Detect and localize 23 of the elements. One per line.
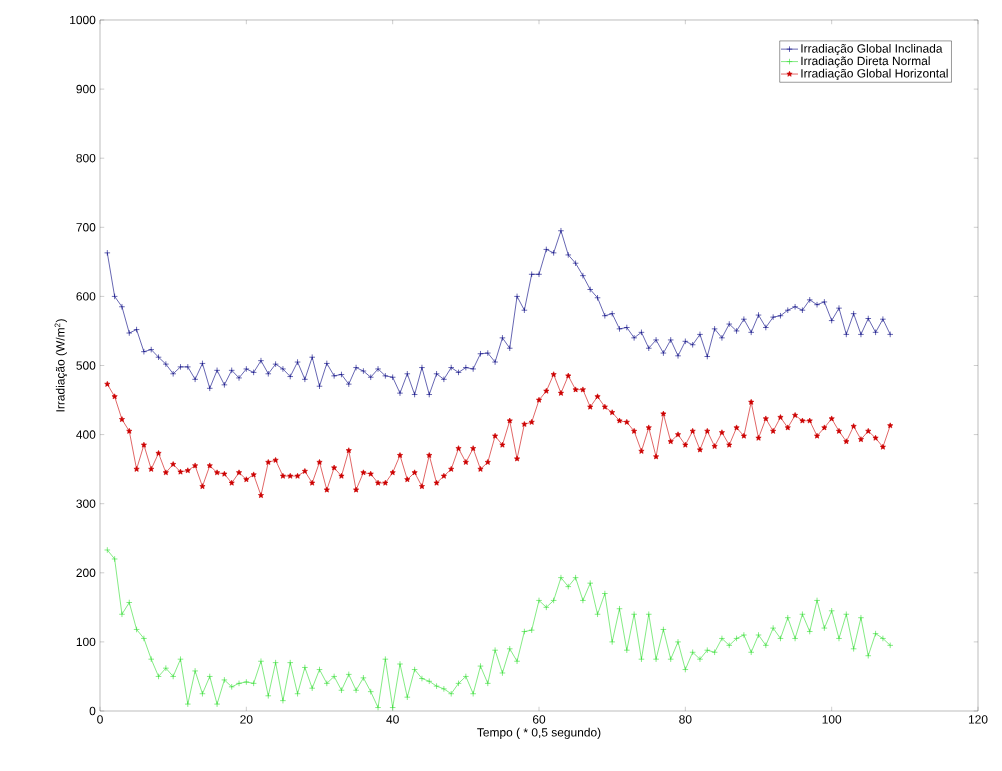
x-tick-label: 20: [240, 715, 253, 724]
y-tick-label: 300: [76, 499, 96, 508]
y-tick-label: 800: [76, 153, 96, 163]
x-tick-label: 80: [679, 715, 692, 724]
y-tick-label: 700: [76, 223, 96, 232]
x-tick-label: 100: [822, 715, 842, 724]
y-tick-label: 0: [89, 706, 96, 716]
legend-label: Irradiação Global Horizontal: [801, 68, 948, 80]
y-tick-label: 500: [76, 361, 96, 370]
x-tick-label: 120: [968, 715, 988, 724]
x-tick-label: 40: [386, 715, 399, 724]
y-axis-title: Irradiação (W/m$^{2}$): [54, 319, 68, 412]
y-tick-label: 100: [76, 637, 96, 647]
x-tick-label: 0: [97, 715, 103, 724]
x-tick-label: 60: [532, 715, 546, 724]
y-tick-label: 1000: [70, 15, 96, 25]
legend-label: Irradiação Global Inclinada: [801, 43, 943, 56]
y-tick-label: 600: [76, 292, 96, 301]
y-tick-label: 400: [76, 430, 96, 439]
legend-label: Irradiação Direta Normal: [801, 56, 930, 68]
y-tick-label: 200: [76, 568, 96, 578]
y-tick-label: 900: [76, 84, 96, 94]
x-axis-title: Tempo ( * 0,5 segundo): [477, 727, 601, 739]
